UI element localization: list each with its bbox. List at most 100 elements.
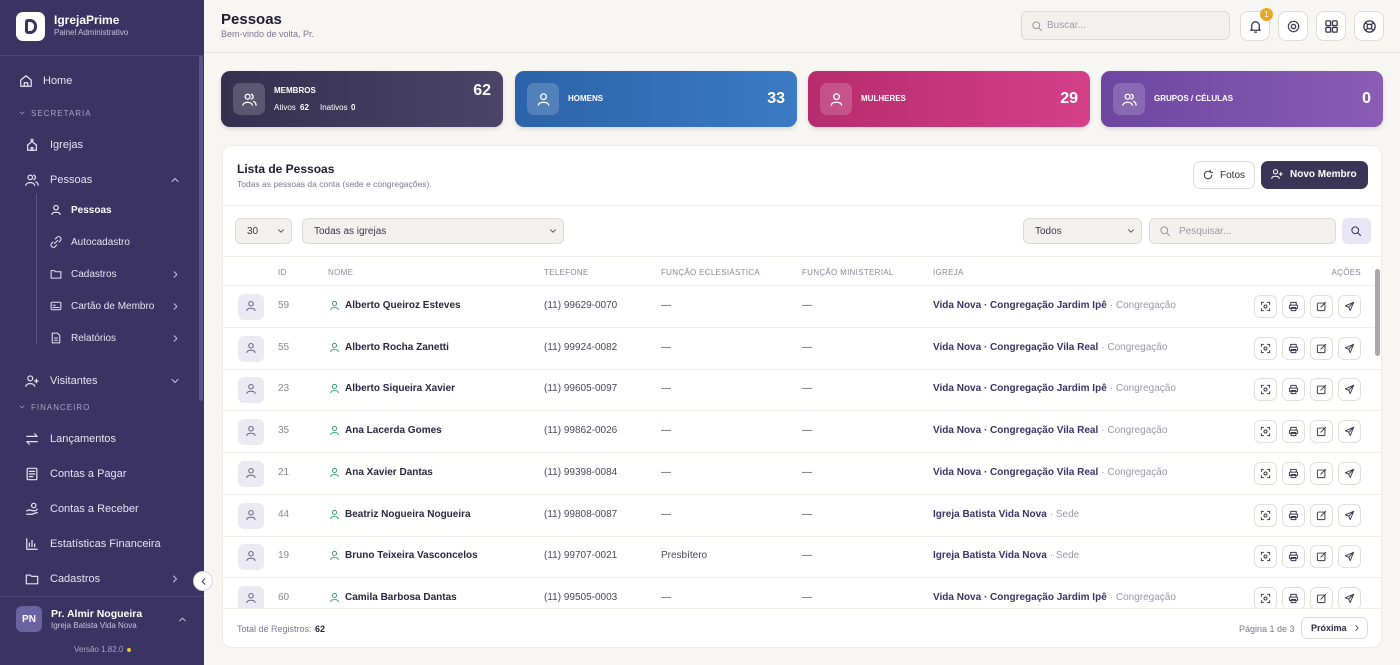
row-avatar xyxy=(238,419,264,446)
icon-send xyxy=(1344,426,1355,437)
nav-section-title: SECRETARIA xyxy=(31,109,92,118)
select[interactable]: Todos xyxy=(1023,218,1142,244)
icon-part xyxy=(1032,21,1041,30)
nav-subitem[interactable]: Autocadastro xyxy=(0,233,196,253)
church-type: · Sede xyxy=(1049,550,1080,562)
icon-part xyxy=(26,441,38,445)
search-input[interactable]: Pesquisar... xyxy=(1149,218,1336,244)
action-button[interactable] xyxy=(1310,420,1333,444)
action-button[interactable] xyxy=(1254,503,1277,527)
button-label: Próxima xyxy=(1311,623,1347,633)
logo-mark xyxy=(25,19,37,34)
icon-part xyxy=(1290,307,1297,312)
header-button[interactable] xyxy=(1278,11,1308,41)
action-button[interactable] xyxy=(1282,378,1305,402)
action-button[interactable] xyxy=(1254,420,1277,444)
cell-ecclesiastical-role: — xyxy=(661,425,671,437)
icon-folder xyxy=(50,270,62,279)
nav-item[interactable]: Estatísticas Financeira xyxy=(0,535,196,555)
nav-item[interactable]: Igrejas xyxy=(0,136,196,156)
photos-button[interactable]: Fotos xyxy=(1193,161,1255,189)
select[interactable]: 30 xyxy=(235,218,292,244)
global-search[interactable]: Buscar... xyxy=(1021,11,1230,40)
nav-subitem[interactable]: Cartão de Membro xyxy=(0,297,196,317)
icon-part xyxy=(1348,426,1355,433)
church-type: · Congregação xyxy=(1109,383,1176,395)
action-button[interactable] xyxy=(1338,336,1361,360)
select[interactable]: Todas as igrejas xyxy=(302,218,564,244)
icon-part xyxy=(1366,23,1372,29)
action-button[interactable] xyxy=(1338,295,1361,318)
icon-chart xyxy=(26,538,38,550)
icon-part xyxy=(1290,552,1297,556)
action-button[interactable] xyxy=(1310,378,1333,402)
icon-home xyxy=(20,75,32,87)
action-button[interactable] xyxy=(1282,336,1305,360)
action-button[interactable] xyxy=(1282,586,1305,608)
icon-part xyxy=(1316,594,1326,603)
icon-part xyxy=(331,425,338,432)
action-button[interactable] xyxy=(1254,586,1277,608)
action-button[interactable] xyxy=(1254,378,1277,402)
action-button[interactable] xyxy=(1254,295,1277,318)
nav-item[interactable]: Cadastros xyxy=(0,570,196,590)
icon-doc xyxy=(51,332,61,344)
nav-item[interactable]: Visitantes xyxy=(0,372,196,392)
icon-part xyxy=(50,270,62,279)
cell-ecclesiastical-role: — xyxy=(661,591,671,603)
action-button[interactable] xyxy=(1310,295,1333,318)
action-button[interactable] xyxy=(1282,545,1305,569)
church-name: Vida Nova · Congregação Jardim Ipê xyxy=(933,383,1107,395)
action-button[interactable] xyxy=(1310,461,1333,485)
icon-part xyxy=(26,511,38,515)
table-row: 55 Alberto Rocha Zanetti (11) 99924-0082 — —… xyxy=(223,328,1381,370)
nav-label: Cartão de Membro xyxy=(71,301,155,312)
icon-send xyxy=(1344,510,1355,520)
action-button[interactable] xyxy=(1282,295,1305,318)
search-button[interactable] xyxy=(1342,218,1371,244)
icon-part xyxy=(1290,557,1297,562)
action-button[interactable] xyxy=(1338,586,1361,608)
nav-subitem[interactable]: Relatórios xyxy=(0,329,196,349)
nav-subitem[interactable]: Cadastros xyxy=(0,265,196,285)
nav-home[interactable]: Home xyxy=(0,72,196,92)
action-button[interactable] xyxy=(1282,461,1305,485)
action-button[interactable] xyxy=(1254,336,1277,360)
icon-part xyxy=(1348,385,1355,392)
icon-part xyxy=(1290,348,1297,353)
action-button[interactable] xyxy=(1254,461,1277,485)
action-button[interactable] xyxy=(1282,420,1305,444)
action-button[interactable] xyxy=(1338,545,1361,569)
icon-refresh xyxy=(1203,169,1214,180)
nav-item[interactable]: Pessoas xyxy=(0,171,196,191)
church-type: · Congregação xyxy=(1109,591,1176,603)
header-button[interactable]: 1 xyxy=(1240,8,1273,41)
collapse-button[interactable] xyxy=(193,571,213,591)
icon-chevd xyxy=(550,229,556,233)
action-button[interactable] xyxy=(1310,336,1333,360)
action-button[interactable] xyxy=(1310,545,1333,569)
next-button[interactable]: Próxima xyxy=(1301,617,1368,639)
action-button[interactable] xyxy=(1338,378,1361,402)
action-button[interactable] xyxy=(1254,545,1277,569)
action-button[interactable] xyxy=(1282,503,1305,527)
action-button[interactable] xyxy=(1338,461,1361,485)
icon-part xyxy=(1348,468,1355,475)
action-button[interactable] xyxy=(1310,586,1333,608)
icon-part xyxy=(1038,27,1043,32)
nav-subitem[interactable]: Pessoas xyxy=(0,201,196,221)
action-button[interactable] xyxy=(1338,503,1361,527)
header-button[interactable] xyxy=(1354,11,1384,41)
nav-item[interactable]: Contas a Receber xyxy=(0,500,196,520)
new-member-button[interactable]: Novo Membro xyxy=(1261,161,1368,189)
header-button[interactable] xyxy=(1316,11,1346,41)
row-avatar xyxy=(238,377,264,404)
icon-part xyxy=(52,304,60,309)
action-button[interactable] xyxy=(1310,503,1333,527)
icon-part xyxy=(1160,226,1169,235)
nav-item[interactable]: Contas a Pagar xyxy=(0,465,196,485)
nav-item[interactable]: Lançamentos xyxy=(0,430,196,450)
icon-swap xyxy=(26,433,38,445)
action-button[interactable] xyxy=(1338,420,1361,444)
icon-part xyxy=(1263,387,1268,392)
